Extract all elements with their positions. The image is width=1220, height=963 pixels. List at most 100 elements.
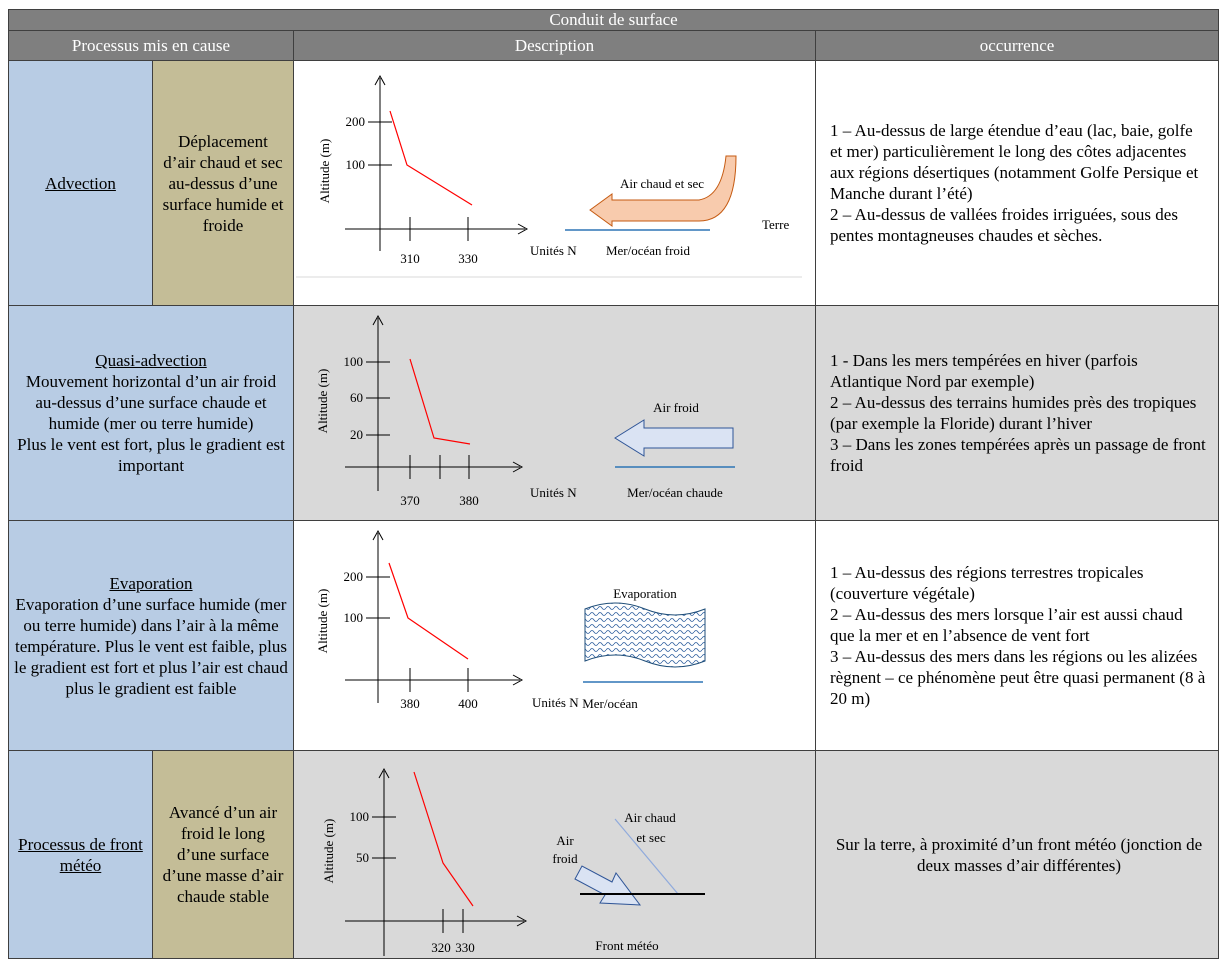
y-tick-label: 200 [344, 569, 364, 584]
diagram-label: froid [552, 851, 578, 866]
y-tick-label: 20 [350, 427, 363, 442]
diagram-label: Air froid [653, 400, 699, 415]
table-title: Conduit de surface [7, 9, 1220, 31]
y-tick-label: 100 [346, 157, 366, 172]
x-tick-label: 370 [400, 493, 420, 508]
y-tick-label: 50 [356, 850, 369, 865]
front-line [614, 818, 679, 895]
title-row: Conduit de surface [7, 9, 1220, 31]
profile-line [413, 771, 474, 907]
diagram-label: Mer/océan [582, 696, 638, 711]
y-label: Altitude (m) [315, 589, 330, 654]
x-tick-label: 330 [455, 940, 475, 955]
occurrence-item: 1 – Au-dessus de large étendue d’eau (la… [830, 121, 1199, 203]
x-tick-label: 320 [431, 940, 451, 955]
row: Processus de front météo Avancé d’un air… [8, 750, 1220, 959]
axis-arrow [372, 529, 384, 541]
x-tick-label: 380 [459, 493, 479, 508]
header-cell: occurrence [814, 30, 1220, 61]
y-tick-label: 100 [344, 354, 364, 369]
occurrence-item: 2 – Au-dessus des mers lorsque l’air est… [830, 605, 1183, 645]
process-detail: Plus le vent est fort, plus le gradient … [17, 435, 285, 475]
row: Advection Déplacement d’air chaud et sec… [8, 60, 1220, 306]
row: Quasi-advection Mouvement horizontal d’u… [8, 305, 1220, 521]
header-cell: Processus mis en cause [8, 30, 294, 61]
diagram-label: Terre [762, 217, 789, 232]
detail-cell: Déplacement d’air chaud et sec au-dessus… [152, 60, 294, 306]
row: Evaporation Evaporation d’une surface hu… [8, 520, 1220, 751]
process-cell: Quasi-advection Mouvement horizontal d’u… [8, 305, 294, 521]
occurrence-cell: 1 – Au-dessus des régions terrestres tro… [814, 520, 1220, 751]
profile-line [388, 562, 469, 660]
occurrence-cell: 1 - Dans les mers tempérées en hiver (pa… [814, 305, 1220, 521]
y-tick-label: 100 [350, 809, 370, 824]
occurrence-item: 3 – Dans les zones tempérées après un pa… [830, 435, 1206, 475]
x-tick-label: 380 [400, 696, 420, 711]
diagram: 200 100 380 400 Unités N Altitude (m) Ev… [315, 529, 706, 711]
process-cell: Evaporation Evaporation d’une surface hu… [8, 520, 294, 751]
y-label: Altitude (m) [317, 139, 332, 204]
process-name: Evaporation [109, 573, 193, 593]
x-tick-label: 400 [458, 696, 478, 711]
process-detail: Evaporation d’une surface humide (mer ou… [14, 594, 288, 698]
occurrence-item: 2 – Au-dessus de vallées froides irrigué… [830, 205, 1178, 245]
axis-arrow [372, 314, 384, 326]
diagram: 200 100 310 330 Unités N Altitude (m) Ai… [296, 74, 802, 278]
profile-line [389, 110, 473, 206]
diagram: 100 60 20 370 380 Unités N Altitude (m) … [315, 314, 735, 508]
process-name: Quasi-advection [95, 351, 207, 370]
diagram-label: et sec [636, 830, 665, 845]
air-arrow [614, 419, 734, 457]
y-label: Altitude (m) [315, 369, 330, 434]
x-tick-label: 330 [458, 251, 478, 266]
axis-arrow [512, 674, 524, 686]
diagram-label: Evaporation [613, 586, 677, 601]
occurrence-item: Sur la terre, à proximité d’un front mét… [835, 834, 1203, 875]
axis-arrow [516, 915, 528, 927]
air-arrow [589, 155, 737, 227]
diagram-label: Air chaud [624, 810, 676, 825]
process-detail: Mouvement horizontal d’un air froid au-d… [25, 372, 277, 433]
diagram-cell: 100 50 320 330 Altitude (m) Air froid Ai… [293, 750, 816, 959]
header-cell: Description [293, 30, 816, 61]
diagram-label: Air chaud et sec [620, 176, 704, 191]
diagram-label: Front météo [595, 938, 658, 953]
axis-arrow [378, 767, 390, 779]
diagram-cell: 200 100 380 400 Unités N Altitude (m) Ev… [293, 520, 816, 751]
process-detail: Déplacement d’air chaud et sec au-dessus… [162, 131, 284, 235]
x-label: Unités N [530, 485, 577, 500]
air-arrow [574, 865, 642, 906]
detail-cell: Avancé d’un air froid le long d’une surf… [152, 750, 294, 959]
occurrence-item: 1 - Dans les mers tempérées en hiver (pa… [830, 351, 1138, 391]
y-tick-label: 200 [346, 114, 366, 129]
diagram-label: Air [556, 833, 574, 848]
diagram-cell: 200 100 310 330 Unités N Altitude (m) Ai… [293, 60, 816, 306]
header-row: Processus mis en cause Description occur… [8, 30, 1220, 61]
profile-line [409, 358, 471, 445]
surface-duct-table: Conduit de surface Processus mis en caus… [7, 9, 1220, 959]
occurrence-item: 1 – Au-dessus des régions terrestres tro… [830, 563, 1144, 603]
occurrence-item: 2 – Au-dessus des terrains humides près … [830, 393, 1197, 433]
occurrence-cell: 1 – Au-dessus de large étendue d’eau (la… [814, 60, 1220, 306]
process-cell: Processus de front météo [8, 750, 153, 959]
evaporation-box [584, 602, 706, 668]
axis-arrow [374, 74, 386, 86]
x-label: Unités N [530, 243, 577, 258]
process-detail: Avancé d’un air froid le long d’une surf… [162, 803, 284, 906]
process-name: Processus de front météo [18, 834, 143, 875]
diagram: 100 50 320 330 Altitude (m) Air froid Ai… [321, 767, 705, 956]
process-cell: Advection [8, 60, 153, 306]
diagram-label: Mer/océan chaude [627, 485, 723, 500]
diagram-cell: 100 60 20 370 380 Unités N Altitude (m) … [293, 305, 816, 521]
occurrence-cell: Sur la terre, à proximité d’un front mét… [814, 750, 1220, 959]
y-label: Altitude (m) [321, 819, 336, 884]
y-tick-label: 100 [344, 610, 364, 625]
axis-arrow [512, 461, 524, 473]
process-name: Advection [45, 173, 116, 193]
diagram-label: Mer/océan froid [606, 243, 691, 258]
x-label: Unités N [532, 695, 579, 710]
occurrence-item: 3 – Au-dessus des mers dans les régions … [830, 647, 1206, 708]
x-tick-label: 310 [400, 251, 420, 266]
